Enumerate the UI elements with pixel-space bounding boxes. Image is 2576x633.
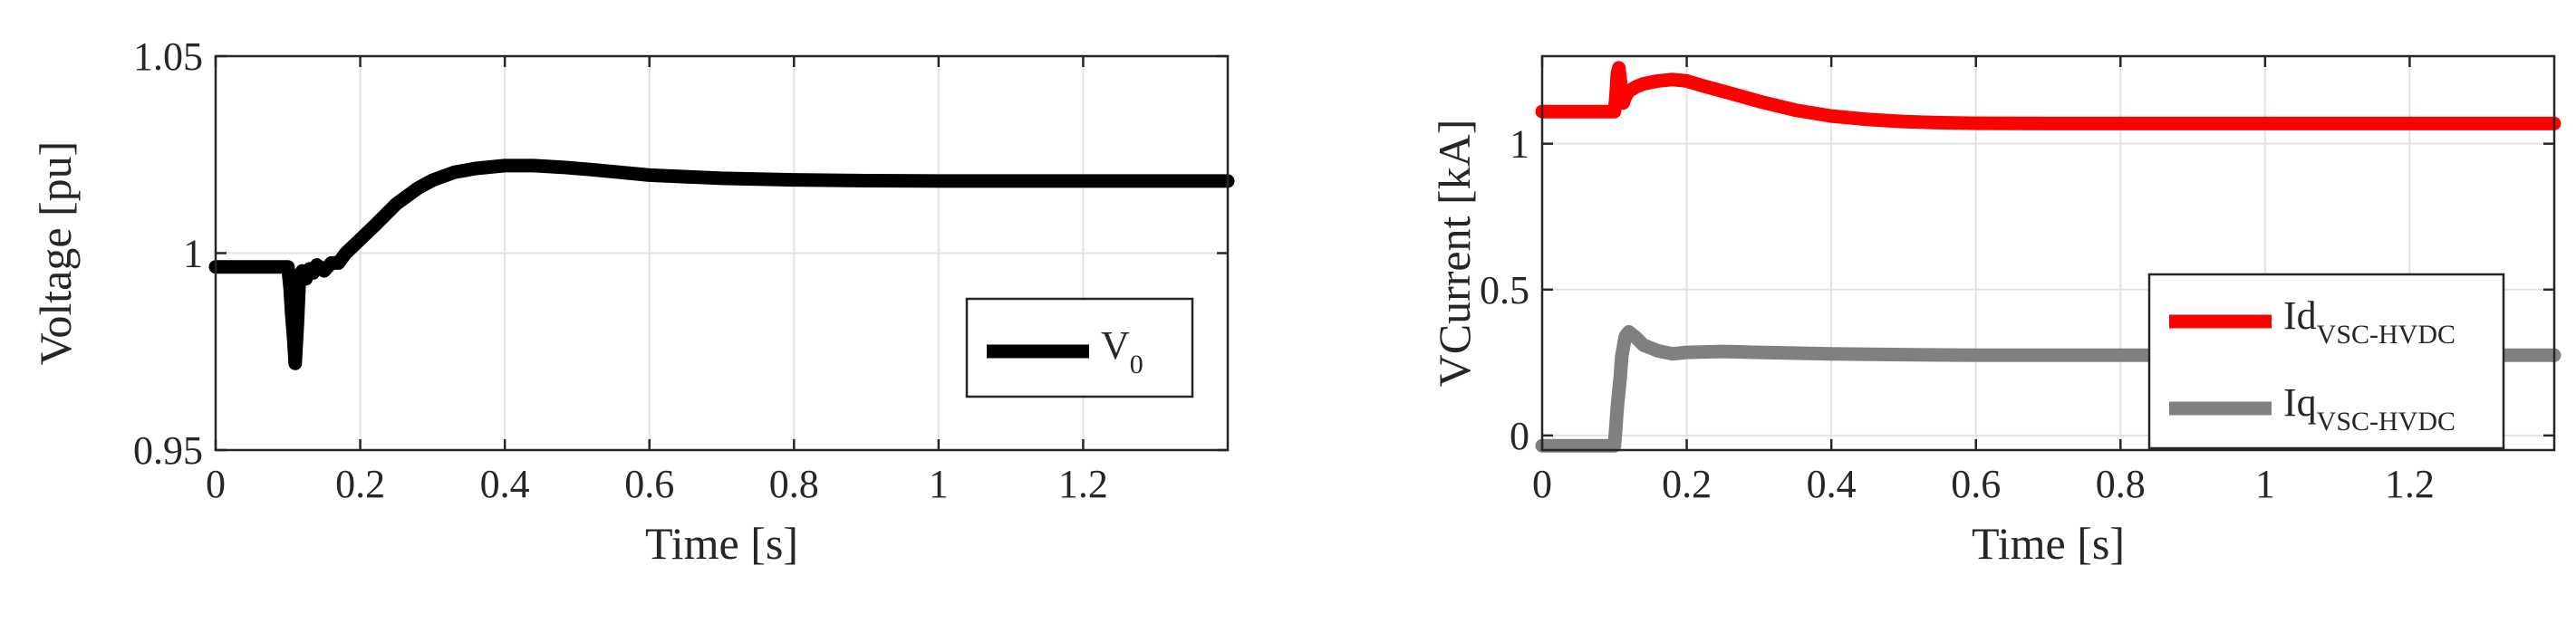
x-tick-label: 0.6 <box>624 462 674 506</box>
x-tick-label: 1.2 <box>1058 462 1108 506</box>
legend-entry: IdVSC-HVDC <box>2283 293 2455 350</box>
x-tick-label: 0 <box>206 462 226 506</box>
legend-entry-subscript: VSC-HVDC <box>2317 320 2455 350</box>
x-tick-label: 1 <box>2255 462 2275 506</box>
y-tick-label: 0 <box>1510 414 1529 458</box>
y-tick-label: 1 <box>1510 122 1529 167</box>
x-tick-label: 0.4 <box>1807 462 1857 506</box>
x-tick-label: 0.8 <box>769 462 819 506</box>
x-tick-label: 1.2 <box>2385 462 2435 506</box>
legend-entry-name: Iq <box>2283 380 2317 425</box>
legend-entry: IqVSC-HVDC <box>2283 380 2455 436</box>
legend-box <box>2147 273 2505 450</box>
current-chart: 0 0.2 0.4 0.6 0.8 1 1.2 0 0.5 1 Time [s] VCurrent [… <box>1429 54 2562 569</box>
legend-entry-name: Id <box>2283 293 2317 338</box>
legend-entry-subscript: VSC-HVDC <box>2317 407 2455 436</box>
y-axis-label: Voltage [pu] <box>30 141 81 366</box>
y-axis-label: VCurrent [kA] <box>1429 120 1480 388</box>
y-tick-label: 0.95 <box>133 428 203 473</box>
x-axis-label: Time [s] <box>645 518 798 569</box>
legend: V0 <box>965 297 1194 398</box>
y-tick-label: 1.05 <box>133 34 203 79</box>
x-tick-label: 0.8 <box>2096 462 2146 506</box>
x-tick-label: 0 <box>1532 462 1552 506</box>
legend-entry-subscript: 0 <box>1130 350 1143 379</box>
x-tick-label: 0.2 <box>1662 462 1712 506</box>
voltage-chart: 0 0.2 0.4 0.6 0.8 1 1.2 0.95 1 1.05 Time [s] Voltag… <box>30 34 1235 569</box>
y-tick-label: 0.5 <box>1480 268 1529 312</box>
series-line-v <box>208 158 1235 370</box>
x-axis-label: Time [s] <box>1972 518 2125 569</box>
legend-entry-name: V <box>1101 323 1130 368</box>
x-tick-label: 0.6 <box>1951 462 2001 506</box>
y-tick-label: 1 <box>183 232 203 276</box>
axes-box <box>1540 54 2556 452</box>
x-tick-label: 0.2 <box>335 462 385 506</box>
series-line-id <box>1535 61 2562 130</box>
legend-entry: V0 <box>1101 323 1143 379</box>
x-tick-label: 1 <box>929 462 949 506</box>
x-tick-label: 0.4 <box>480 462 530 506</box>
